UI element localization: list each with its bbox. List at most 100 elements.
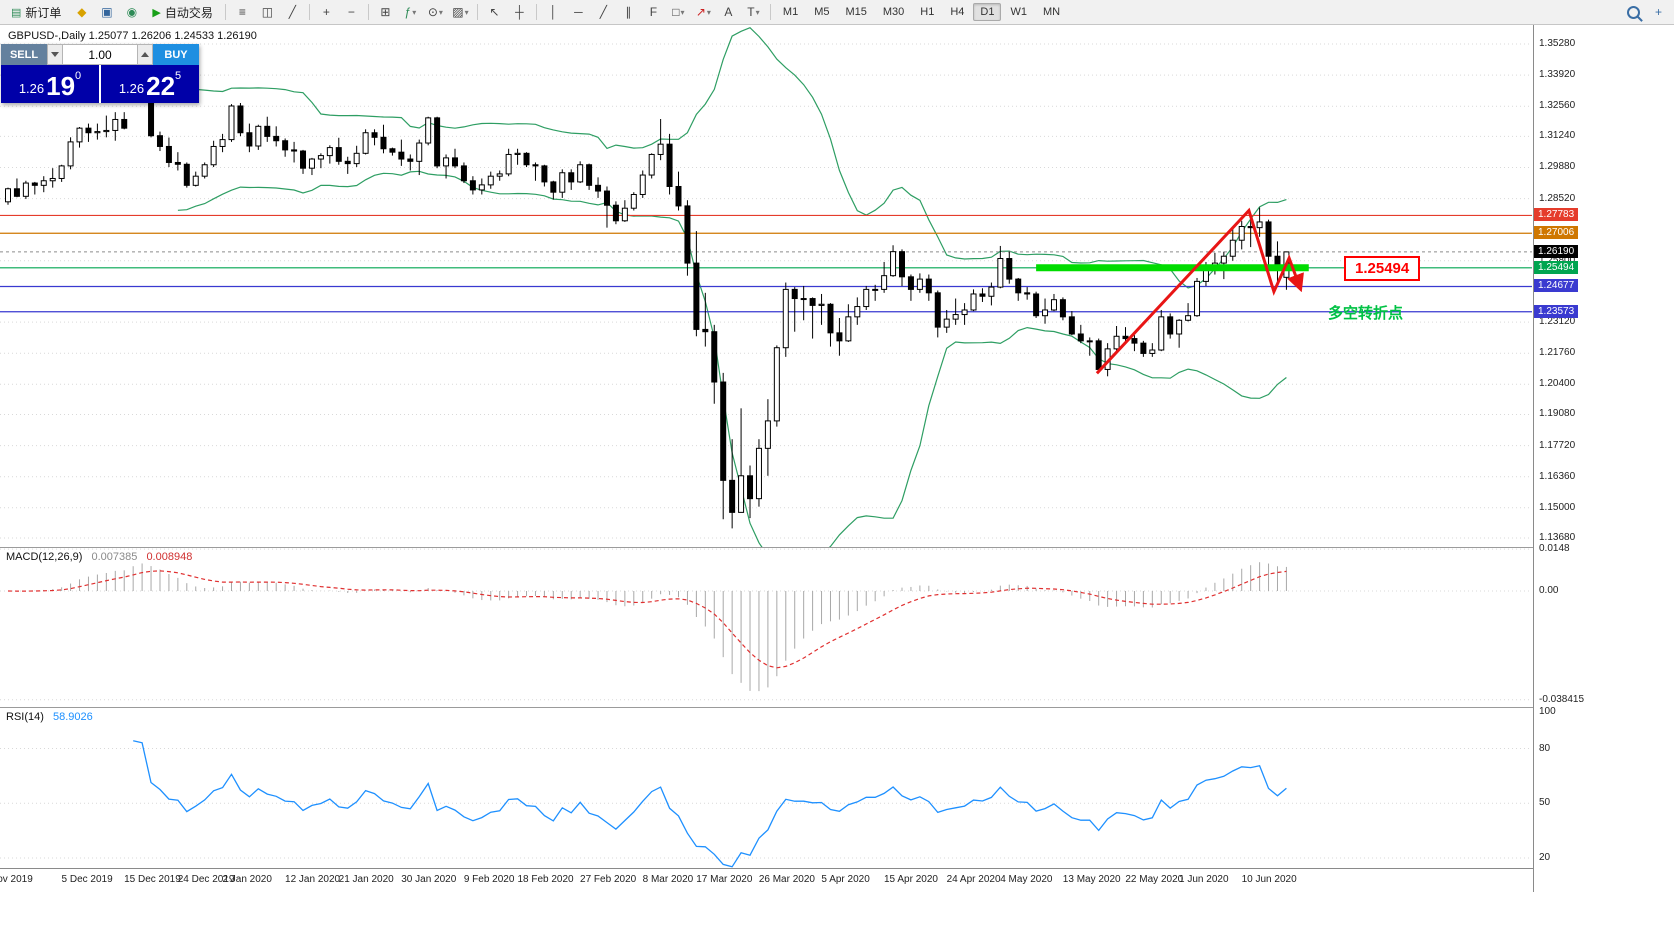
candle-body: [675, 185, 682, 207]
candle-body: [76, 127, 83, 143]
price-axis[interactable]: 1.35280 1.33920 1.32560 1.31240 1.29880 1.285…: [1533, 24, 1674, 892]
trendline-icon[interactable]: ╱: [599, 5, 608, 19]
candle-body: [335, 147, 342, 162]
triangle-down-icon: [51, 52, 59, 57]
date-axis-label: 15 Dec 2019: [124, 874, 181, 885]
profiles-icon[interactable]: ▣: [101, 5, 113, 19]
candle-body: [40, 180, 47, 186]
timeframe-d1-button[interactable]: D1: [973, 3, 1002, 21]
candle-body: [827, 303, 834, 334]
candle-body: [1220, 255, 1227, 264]
macd-signal-value: 0.008948: [146, 551, 193, 563]
timeframe-m5-button[interactable]: M5: [814, 6, 830, 18]
candle-body: [738, 475, 745, 513]
candles-layer: [5, 46, 1290, 529]
sell-button[interactable]: SELL: [1, 44, 47, 65]
shapes-icon[interactable]: □: [667, 2, 690, 23]
macd-panel-separator[interactable]: [0, 547, 1533, 548]
candle-body: [1256, 221, 1263, 229]
trend-arrow[interactable]: [1095, 207, 1304, 375]
volume-decrease-button[interactable]: [47, 44, 63, 65]
line-chart-icon[interactable]: ╱: [288, 5, 297, 19]
timeframe-mn-button[interactable]: MN: [1042, 6, 1061, 18]
vertical-line-icon[interactable]: │: [549, 5, 558, 19]
date-axis-label: 2 Jan 2020: [222, 874, 272, 885]
candle-body: [890, 251, 897, 277]
buy-button[interactable]: BUY: [153, 44, 199, 65]
arrows-icon[interactable]: ↗: [692, 2, 715, 23]
zoom-out-icon[interactable]: −: [347, 5, 355, 19]
new-order-button[interactable]: ▤ 新订单: [4, 1, 68, 24]
timeframe-h1-button[interactable]: H1: [920, 6, 935, 18]
volume-increase-button[interactable]: [137, 44, 153, 65]
candle-body: [389, 148, 396, 153]
templates-icon[interactable]: ▨: [449, 2, 472, 23]
bid-pips: 19: [46, 71, 76, 101]
equidistant-channel-icon[interactable]: ∥: [625, 5, 632, 19]
timeframe-h4-button[interactable]: H4: [950, 6, 965, 18]
macd-axis-label: -0.038415: [1539, 693, 1585, 705]
zoom-in-icon[interactable]: +: [322, 5, 330, 19]
timeframe-m1-button[interactable]: M1: [782, 6, 799, 18]
cursor-icon[interactable]: ↖: [489, 5, 500, 19]
search-icon[interactable]: [1622, 2, 1645, 23]
volume-input[interactable]: [63, 44, 137, 65]
price-axis-label: 1.33920: [1539, 69, 1576, 81]
bid-price[interactable]: 1.26 19 0: [1, 65, 99, 103]
price-axis-label: 1.20400: [1539, 378, 1576, 390]
candle-body: [1185, 315, 1192, 321]
crosshair-icon[interactable]: ┼: [515, 5, 524, 19]
turning-point-annotation[interactable]: 多空转折点: [1328, 305, 1404, 322]
autotrade-button[interactable]: ▶ 自动交易: [145, 1, 219, 24]
periods-icon[interactable]: ⊙: [424, 2, 447, 23]
price-axis-label: 1.17720: [1539, 439, 1576, 451]
candle-body: [648, 153, 655, 176]
candle-body: [755, 447, 762, 500]
candle-body: [550, 181, 557, 193]
text-label-icon[interactable]: A: [724, 5, 733, 19]
candle-body: [1086, 340, 1093, 343]
macd-layer: [7, 562, 1287, 692]
chart-shift-icon[interactable]: ◆: [77, 5, 87, 19]
rsi-panel-separator[interactable]: [0, 707, 1533, 708]
bar-chart-icon[interactable]: ≡: [238, 5, 246, 19]
new-order-button-label: 新订单: [25, 5, 62, 20]
candle-body: [1167, 316, 1174, 335]
trend-arrow-layer: [1095, 207, 1304, 375]
candle-body: [907, 276, 914, 290]
support-price-annotation[interactable]: 1.25494: [1344, 256, 1421, 281]
timeframe-w1-button[interactable]: W1: [1010, 6, 1027, 18]
search-icon: [1627, 5, 1640, 19]
community-icon[interactable]: ◉: [126, 5, 138, 19]
rsi-axis-label: 100: [1539, 706, 1556, 717]
candle-body: [818, 303, 825, 306]
date-axis-label: Nov 2019: [0, 874, 33, 885]
indicators-icon[interactable]: ƒ: [399, 2, 422, 23]
text-icon[interactable]: T: [742, 2, 765, 23]
candle-body: [684, 205, 691, 264]
price-axis-label: 1.15000: [1539, 501, 1576, 513]
ask-point: 5: [175, 70, 182, 82]
candle-body: [881, 275, 888, 290]
candlestick-chart-icon[interactable]: ◫: [261, 5, 274, 19]
timeframe-m15-button[interactable]: M15: [845, 6, 867, 18]
fibonacci-icon[interactable]: F: [649, 5, 658, 19]
resistance-line-price-tag: 1.27006: [1534, 226, 1579, 240]
horizontal-line-icon[interactable]: ─: [574, 5, 583, 19]
timeframe-m30-button[interactable]: M30: [882, 6, 905, 18]
candle-body: [246, 132, 253, 147]
support-line-price-tag: 1.24677: [1534, 279, 1579, 293]
rsi-layer: [133, 740, 1287, 868]
tile-windows-icon[interactable]: ⊞: [380, 5, 391, 19]
candle-body: [952, 314, 959, 320]
candle-body: [326, 147, 333, 157]
candle-body: [1006, 258, 1013, 280]
candle-body: [800, 298, 807, 301]
add-chart-icon[interactable]: +: [1654, 5, 1662, 19]
date-axis-label: 1 Jun 2020: [1179, 874, 1229, 885]
candle-body: [603, 190, 610, 206]
candle-body: [943, 318, 950, 328]
ask-price[interactable]: 1.26 22 5: [101, 65, 199, 103]
